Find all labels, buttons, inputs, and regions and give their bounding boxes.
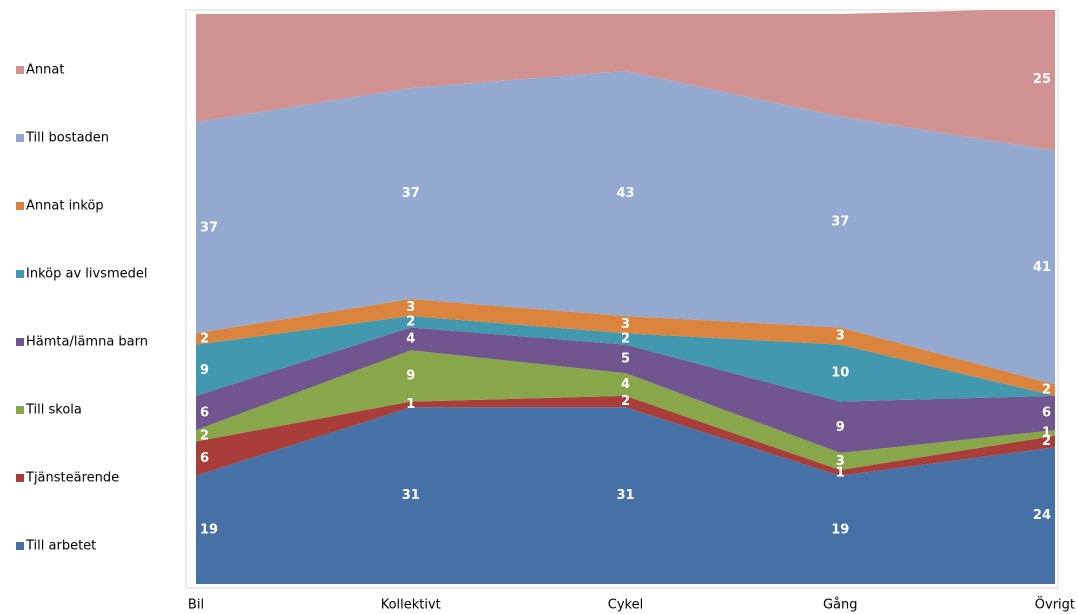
area (196, 327, 1055, 453)
legend-swatch (16, 66, 24, 74)
data-label: 1 (406, 397, 415, 412)
data-label: 4 (406, 331, 415, 346)
legend-label: Hämta/lämna barn (26, 335, 148, 350)
legend-swatch (16, 134, 24, 142)
data-label: 19 (831, 522, 849, 537)
area (196, 316, 1055, 402)
legend-label: Till bostaden (25, 131, 109, 146)
data-label: 1 (1042, 425, 1051, 440)
plot-area (196, 10, 1055, 584)
data-label: 9 (200, 363, 209, 378)
data-label: 41 (1033, 260, 1051, 275)
data-label: 2 (621, 331, 630, 346)
data-label: 24 (1033, 508, 1051, 523)
data-label: 1 (836, 465, 845, 480)
legend-swatch (16, 474, 24, 482)
x-tick-label: Bil (188, 598, 204, 613)
data-label: 3 (621, 317, 630, 332)
data-label: 25 (1033, 72, 1051, 87)
data-label: 43 (616, 186, 634, 201)
x-tick-label: Cykel (608, 598, 643, 613)
data-label: 6 (200, 406, 209, 421)
data-label: 2 (406, 314, 415, 329)
area (196, 71, 1055, 385)
legend-swatch (16, 270, 24, 278)
data-label: 9 (406, 368, 415, 383)
data-label: 19 (200, 522, 218, 537)
data-label: 31 (616, 488, 634, 503)
data-label: 37 (200, 220, 218, 235)
area (196, 407, 1055, 584)
data-label: 5 (621, 351, 630, 366)
data-label: 9 (836, 420, 845, 435)
legend-label: Annat (26, 63, 64, 78)
legend-swatch (16, 202, 24, 210)
data-label: 3 (836, 454, 845, 469)
plot-frame (185, 9, 1059, 589)
data-label: 2 (1042, 434, 1051, 449)
x-tick-label: Övrigt (1035, 596, 1075, 613)
data-label: 2 (1042, 383, 1051, 398)
data-label: 4 (621, 377, 630, 392)
data-label: 31 (402, 488, 420, 503)
area (196, 299, 1055, 396)
legend-label: Annat inköp (26, 199, 104, 214)
data-label: 37 (402, 186, 420, 201)
data-label: 2 (621, 394, 630, 409)
legend-swatch (16, 542, 24, 550)
data-label: 2 (200, 331, 209, 346)
data-label: 3 (836, 329, 845, 344)
legend-swatch (16, 406, 24, 414)
data-label: 6 (200, 451, 209, 466)
x-tick-label: Kollektivt (381, 598, 441, 613)
data-label: 10 (831, 366, 849, 381)
area (196, 350, 1055, 470)
legend-label: Inköp av livsmedel (26, 267, 147, 282)
legend-label: Tjänsteärende (25, 471, 119, 486)
legend-label: Till skola (25, 403, 82, 418)
data-label: 2 (200, 428, 209, 443)
area (196, 10, 1055, 151)
data-label: 6 (1042, 406, 1051, 421)
x-tick-label: Gång (823, 598, 858, 613)
legend-swatch (16, 338, 24, 346)
data-label: 3 (406, 300, 415, 315)
legend-label: Till arbetet (25, 539, 96, 554)
data-label: 37 (831, 215, 849, 230)
